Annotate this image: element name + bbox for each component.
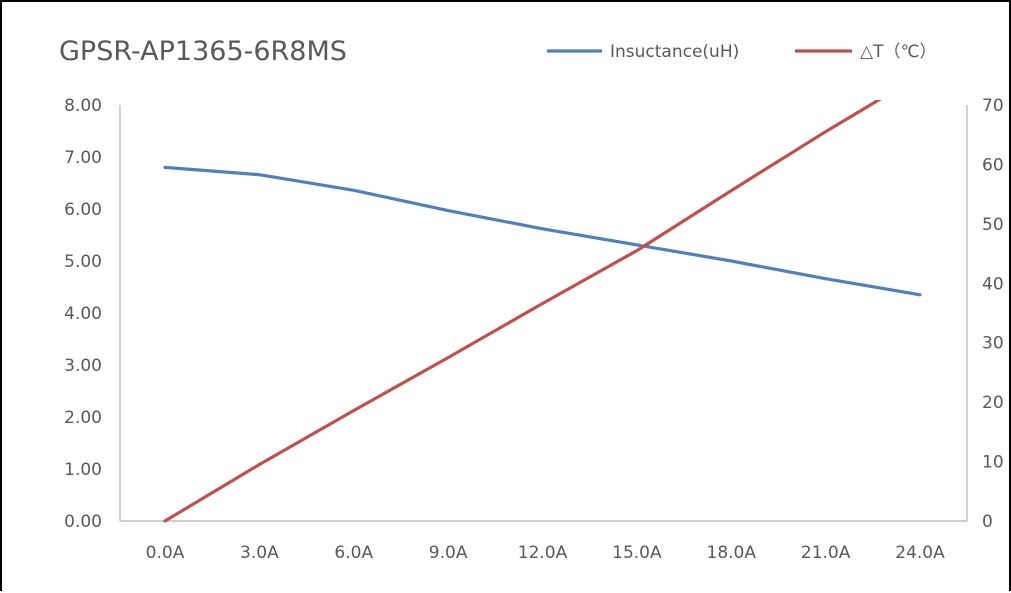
left-tick-label: 1.00 [64,460,102,480]
series-line-2 [163,100,882,523]
left-tick-label: 4.00 [64,304,102,324]
x-tick-label: 12.0A [518,543,568,563]
x-tick-label: 21.0A [801,543,851,563]
left-tick-label: 0.00 [64,512,102,532]
x-tick-label: 6.0A [334,543,373,563]
series-line-1 [163,165,922,297]
left-axis-ticks: 0.00 1.00 2.00 3.00 4.00 5.00 6.00 7.00 8.00 [64,96,102,532]
right-tick-label: 60 [982,155,1004,175]
left-tick-label: 7.00 [64,148,102,168]
x-tick-label: 24.0A [895,543,945,563]
right-axis-ticks: 0 10 20 30 40 50 60 70 [982,96,1004,532]
left-tick-label: 6.00 [64,200,102,220]
right-tick-label: 0 [982,512,993,532]
left-tick-label: 5.00 [64,252,102,272]
x-tick-label: 9.0A [429,543,468,563]
right-tick-label: 10 [982,453,1004,473]
left-tick-label: 3.00 [64,356,102,376]
left-tick-label: 8.00 [64,96,102,116]
right-tick-label: 50 [982,215,1004,235]
x-axis-ticks: 0.0A 3.0A 6.0A 9.0A 12.0A 15.0A 18.0A 21.0A 24.0… [146,543,945,563]
x-tick-label: 15.0A [612,543,662,563]
left-tick-label: 2.00 [64,408,102,428]
right-tick-label: 40 [982,274,1004,294]
legend: Insuctance(uH) △T（℃） [547,42,937,62]
chart-title: GPSR-AP1365-6R8MS [59,36,347,67]
right-tick-label: 70 [982,96,1004,116]
legend-label-2: △T（℃） [860,42,937,62]
x-tick-label: 3.0A [240,543,279,563]
legend-label-1: Insuctance(uH) [610,42,739,62]
series-group [163,100,922,523]
right-tick-label: 30 [982,334,1004,354]
x-tick-label: 18.0A [707,543,757,563]
x-tick-label: 0.0A [146,543,185,563]
right-tick-label: 20 [982,393,1004,413]
